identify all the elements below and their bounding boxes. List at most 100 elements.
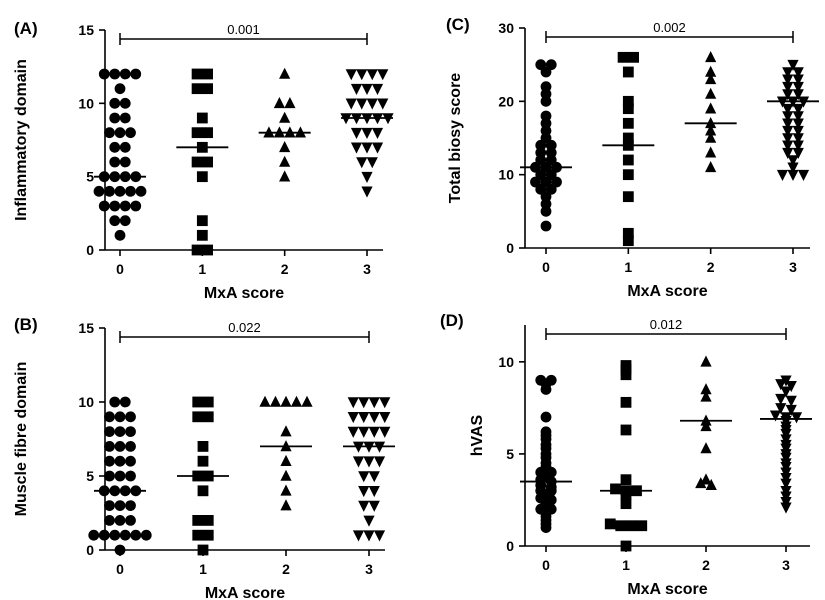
data-point bbox=[347, 426, 359, 438]
data-point bbox=[620, 424, 632, 436]
data-point bbox=[130, 68, 142, 80]
data-point bbox=[782, 74, 794, 86]
data-point bbox=[345, 98, 357, 110]
data-point bbox=[125, 500, 136, 511]
x-tick-label: 0 bbox=[542, 259, 550, 275]
data-point bbox=[202, 83, 213, 95]
data-point bbox=[125, 426, 136, 437]
x-tick-label: 3 bbox=[782, 557, 790, 573]
y-tick-label: 10 bbox=[498, 354, 514, 370]
data-point bbox=[347, 412, 359, 424]
data-point bbox=[361, 171, 373, 183]
data-point bbox=[114, 83, 126, 95]
data-point bbox=[197, 441, 209, 452]
data-point bbox=[782, 140, 794, 152]
data-point bbox=[109, 97, 121, 109]
y-axis-title: hVAS bbox=[469, 414, 486, 456]
data-point bbox=[125, 470, 136, 482]
data-point bbox=[775, 403, 787, 415]
data-point bbox=[700, 473, 712, 485]
data-point bbox=[356, 69, 368, 81]
x-axis-title: MxA score bbox=[204, 285, 284, 302]
data-point bbox=[792, 67, 804, 79]
y-axis-title: Total biosy score bbox=[447, 73, 464, 204]
data-point bbox=[371, 127, 384, 139]
data-point bbox=[700, 383, 712, 395]
y-tick-label: 20 bbox=[498, 93, 514, 109]
data-point bbox=[368, 486, 380, 498]
data-point bbox=[114, 426, 126, 437]
data-point bbox=[114, 185, 126, 197]
x-tick-label: 0 bbox=[116, 561, 124, 577]
p-value-label: 0.001 bbox=[227, 22, 260, 37]
data-point bbox=[114, 470, 126, 482]
data-point bbox=[119, 200, 131, 212]
data-point bbox=[782, 125, 794, 137]
data-point bbox=[191, 83, 203, 95]
data-point bbox=[104, 515, 115, 526]
data-point bbox=[540, 411, 552, 423]
data-point bbox=[273, 97, 286, 109]
data-point bbox=[792, 125, 804, 137]
data-point bbox=[109, 68, 121, 80]
data-point bbox=[125, 185, 136, 197]
data-point bbox=[361, 127, 373, 139]
data-point bbox=[279, 67, 291, 79]
data-point bbox=[192, 411, 204, 423]
data-point bbox=[622, 66, 634, 78]
data-point bbox=[98, 200, 110, 212]
data-point bbox=[358, 426, 370, 438]
data-point bbox=[192, 529, 204, 541]
data-point bbox=[782, 118, 794, 130]
data-point bbox=[782, 67, 794, 79]
data-point bbox=[540, 66, 552, 78]
data-point bbox=[202, 156, 213, 168]
data-point bbox=[792, 147, 804, 159]
panel-label: (B) bbox=[14, 315, 38, 334]
data-point bbox=[782, 133, 794, 145]
data-point bbox=[197, 544, 209, 556]
y-tick-label: 5 bbox=[86, 169, 94, 185]
data-point bbox=[622, 103, 634, 115]
data-point bbox=[202, 68, 213, 80]
data-point bbox=[363, 456, 375, 468]
data-point bbox=[202, 515, 214, 526]
data-point bbox=[196, 171, 208, 183]
x-tick-label: 2 bbox=[707, 259, 715, 275]
data-point bbox=[98, 529, 110, 541]
data-point bbox=[109, 141, 121, 153]
data-point bbox=[540, 522, 552, 533]
data-point bbox=[358, 500, 370, 512]
data-point bbox=[88, 529, 100, 541]
data-point bbox=[785, 395, 797, 407]
x-tick-label: 1 bbox=[198, 261, 206, 277]
data-point bbox=[114, 455, 126, 467]
data-point bbox=[700, 442, 712, 454]
data-point bbox=[104, 127, 115, 139]
data-point bbox=[705, 102, 717, 114]
y-tick-label: 15 bbox=[78, 320, 94, 336]
data-point bbox=[787, 59, 799, 71]
data-point bbox=[119, 215, 131, 227]
data-point bbox=[125, 127, 136, 139]
data-point bbox=[119, 112, 131, 124]
x-tick-label: 0 bbox=[542, 557, 550, 573]
data-point bbox=[373, 530, 386, 542]
data-point bbox=[366, 157, 378, 169]
data-point bbox=[361, 142, 373, 154]
data-point bbox=[98, 68, 110, 80]
data-point bbox=[540, 384, 552, 395]
data-point bbox=[620, 489, 632, 500]
data-point bbox=[109, 200, 121, 212]
data-point bbox=[119, 529, 131, 541]
data-point bbox=[352, 530, 365, 542]
data-point bbox=[350, 142, 363, 154]
y-tick-label: 0 bbox=[86, 242, 94, 258]
data-point bbox=[705, 131, 717, 143]
data-point bbox=[705, 65, 717, 77]
data-point bbox=[109, 112, 121, 124]
data-point bbox=[620, 369, 632, 381]
data-point bbox=[780, 502, 792, 514]
data-point bbox=[604, 518, 616, 530]
x-axis-title: MxA score bbox=[205, 585, 285, 600]
